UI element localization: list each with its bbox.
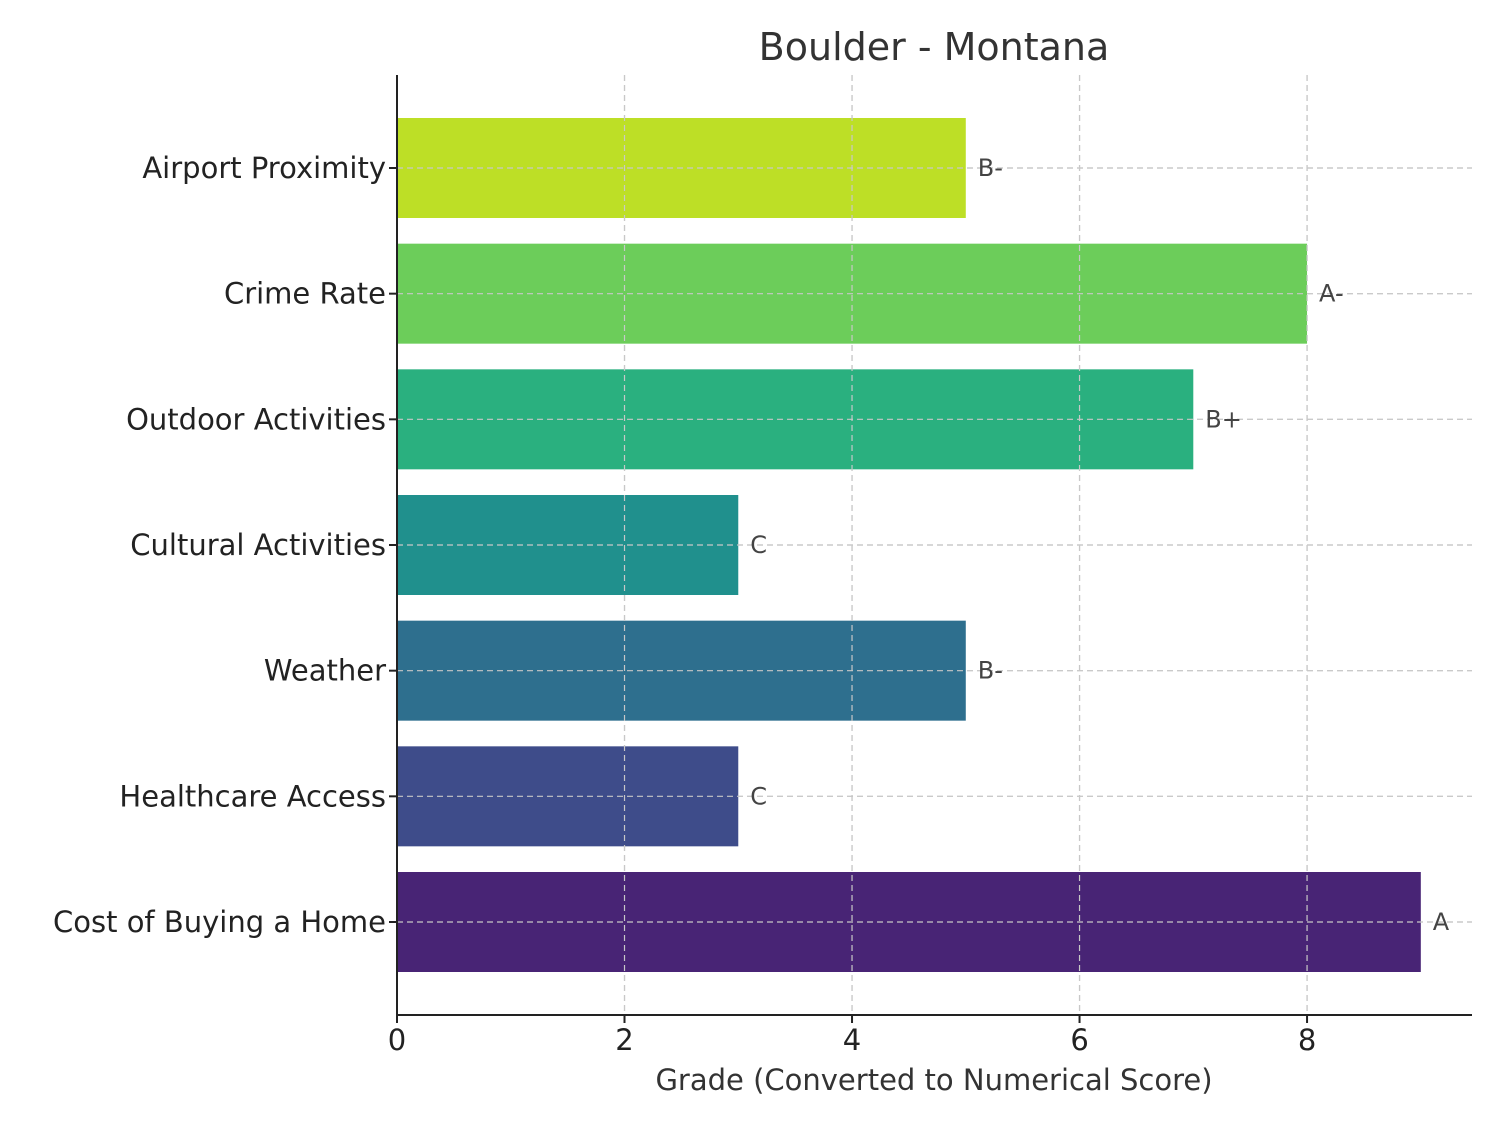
bar-value-label: B- xyxy=(978,154,1003,182)
x-axis-label: Grade (Converted to Numerical Score) xyxy=(655,1063,1212,1097)
bar xyxy=(397,369,1194,470)
bar-value-label: A xyxy=(1433,908,1450,936)
category-label: Crime Rate xyxy=(224,277,386,311)
chart-title: Boulder - Montana xyxy=(759,25,1110,69)
category-label: Outdoor Activities xyxy=(126,402,386,436)
category-label: Weather xyxy=(264,654,386,688)
labels: 0 2 4 6 8 Airport Proximity B- Crime Rate A- Outd… xyxy=(53,151,1450,1057)
x-tick-label: 4 xyxy=(843,1023,861,1057)
x-tick-label: 6 xyxy=(1070,1023,1088,1057)
category-label: Airport Proximity xyxy=(142,151,386,185)
category-label: Cost of Buying a Home xyxy=(53,905,386,939)
bar-value-label: C xyxy=(750,782,767,810)
bar-value-label: B- xyxy=(978,657,1003,685)
bar-value-label: C xyxy=(750,531,767,559)
category-label: Cultural Activities xyxy=(130,528,386,562)
x-tick-label: 8 xyxy=(1298,1023,1316,1057)
x-tick-label: 0 xyxy=(388,1023,406,1057)
bar-value-label: B+ xyxy=(1205,405,1242,433)
axes xyxy=(389,75,1472,1023)
x-tick-label: 2 xyxy=(615,1023,633,1057)
bars xyxy=(397,75,1472,1015)
bar-value-label: A- xyxy=(1319,280,1344,308)
category-label: Healthcare Access xyxy=(119,779,386,813)
